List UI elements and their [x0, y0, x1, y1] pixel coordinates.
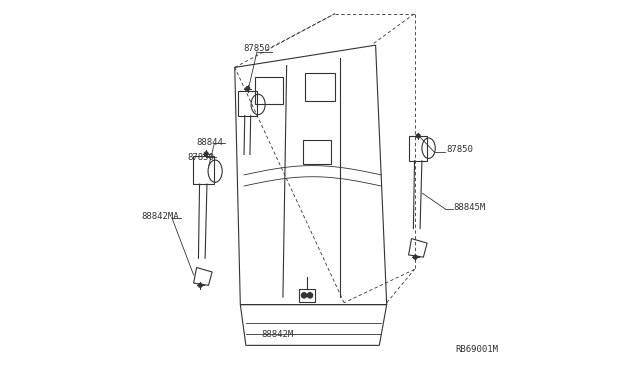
- Circle shape: [413, 255, 417, 259]
- Bar: [193, 156, 214, 184]
- Text: RB69001M: RB69001M: [455, 344, 498, 353]
- Bar: [303, 140, 331, 164]
- Bar: [239, 92, 257, 116]
- Text: 88842M: 88842M: [261, 330, 294, 339]
- Circle shape: [198, 283, 202, 287]
- Bar: [299, 289, 315, 302]
- Bar: [255, 77, 283, 105]
- Circle shape: [246, 87, 250, 90]
- Bar: [305, 73, 335, 101]
- Bar: [409, 136, 428, 161]
- Text: 87850: 87850: [188, 153, 214, 161]
- Text: 88845M: 88845M: [453, 203, 486, 212]
- Text: 88844: 88844: [196, 138, 223, 147]
- Text: 87850: 87850: [243, 44, 270, 53]
- Circle shape: [417, 134, 420, 138]
- Circle shape: [307, 293, 312, 298]
- Circle shape: [301, 293, 307, 298]
- Text: 88842MA: 88842MA: [141, 212, 179, 221]
- Circle shape: [204, 152, 208, 155]
- Text: 87850: 87850: [446, 145, 473, 154]
